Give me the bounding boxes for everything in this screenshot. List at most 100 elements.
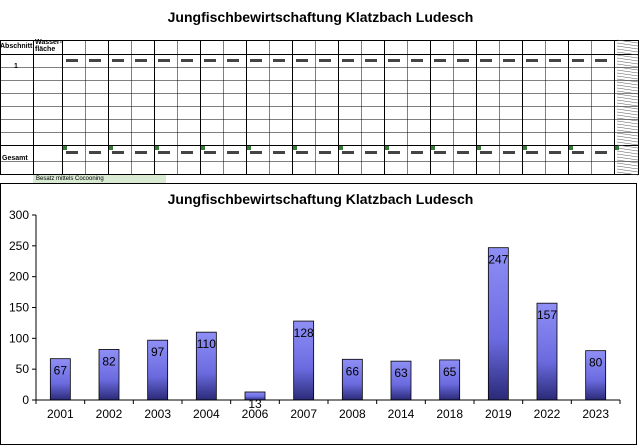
- sheet-cell-mark: [342, 151, 354, 154]
- x-tick-label: 2001: [47, 407, 74, 421]
- sheet-cell-mark: [135, 151, 147, 154]
- sheet-cell-mark: [204, 151, 216, 154]
- sheet-hatch: [616, 90, 639, 95]
- sheet-hatch: [616, 111, 639, 116]
- sheet-cell-mark: [411, 151, 423, 154]
- x-tick-label: 2004: [193, 407, 220, 421]
- sheet-hatch: [616, 138, 639, 143]
- x-tick-label: 2014: [388, 407, 415, 421]
- row-label-total: Gesamt: [2, 155, 28, 162]
- sheet-cell-mark: [342, 59, 354, 62]
- sheet-hatch: [616, 171, 639, 176]
- sheet-hatch: [616, 96, 639, 101]
- sheet-hatch: [616, 120, 639, 125]
- sheet-hatch: [616, 126, 639, 131]
- sheet-cell-mark: [434, 151, 446, 154]
- y-tick-label: 300: [9, 208, 29, 222]
- y-tick-label: 250: [9, 239, 29, 253]
- sheet-hatch: [616, 123, 639, 128]
- sheet-marker: [155, 146, 159, 150]
- sheet-hatch: [616, 105, 639, 110]
- sheet-cell-mark: [457, 151, 469, 154]
- sheet-hatch: [616, 153, 639, 158]
- sheet-cell-mark: [89, 59, 101, 62]
- sheet-marker: [109, 146, 113, 150]
- chart-title: Jungfischbewirtschaftung Klatzbach Ludes…: [167, 191, 474, 207]
- sheet-hatch: [616, 84, 639, 89]
- sheet-cell-mark: [181, 59, 193, 62]
- sheet-marker: [293, 146, 297, 150]
- sheet-cell-mark: [250, 59, 262, 62]
- bar: [487, 247, 509, 401]
- sheet-cell-mark: [135, 59, 147, 62]
- page-title: Jungfischbewirtschaftung Klatzbach Ludes…: [167, 9, 474, 25]
- sheet-cell-mark: [457, 59, 469, 62]
- spreadsheet-table: Abschnitt Wasser-fläche 1 Gesamt: [0, 37, 641, 184]
- sheet-cell-mark: [296, 151, 308, 154]
- sheet-hatch: [616, 159, 639, 164]
- sheet-marker: [201, 146, 205, 150]
- sheet-hatch: [616, 102, 639, 107]
- sheet-cell-mark: [480, 151, 492, 154]
- sheet-cell-mark: [181, 151, 193, 154]
- sheet-cell-mark: [411, 59, 423, 62]
- chart-frame: [0, 183, 637, 445]
- sheet-marker: [63, 146, 67, 150]
- sheet-hatch: [616, 141, 639, 146]
- sheet-hatch: [616, 78, 639, 83]
- data-label: 110: [197, 337, 216, 351]
- sheet-cell-mark: [526, 151, 538, 154]
- sheet-hatch: [616, 48, 639, 53]
- sheet-marker: [247, 146, 251, 150]
- sheet-cell-mark: [158, 59, 170, 62]
- sheet-cell-mark: [158, 151, 170, 154]
- sheet-hatch: [616, 129, 639, 134]
- row-header-fish: Wasser-fläche: [35, 39, 62, 53]
- sheet-cell-mark: [503, 59, 515, 62]
- sheet-cell-mark: [319, 151, 331, 154]
- sheet-hatch: [616, 39, 639, 44]
- data-label: 82: [102, 354, 116, 368]
- x-tick-label: 2023: [582, 407, 609, 421]
- sheet-cell-mark: [112, 151, 124, 154]
- spreadsheet-grid: [0, 39, 639, 176]
- sheet-hatch: [616, 156, 639, 161]
- sheet-hatch: [616, 75, 639, 80]
- sheet-hatch: [616, 162, 639, 167]
- x-tick-label: 2019: [485, 407, 512, 421]
- y-tick-label: 150: [9, 301, 29, 315]
- sheet-cell-mark: [595, 59, 607, 62]
- sheet-hatch: [616, 57, 639, 62]
- sheet-hatch: [616, 69, 639, 74]
- data-label: 65: [443, 365, 457, 379]
- sheet-cell-mark: [526, 59, 538, 62]
- sheet-hatch: [616, 63, 639, 68]
- sheet-hatch: [616, 87, 639, 92]
- data-label: 80: [589, 356, 603, 370]
- sheet-hatch: [616, 132, 639, 137]
- sheet-cell-mark: [204, 59, 216, 62]
- sheet-hatch: [616, 147, 639, 152]
- sheet-cell-mark: [572, 59, 584, 62]
- sheet-cell-mark: [595, 151, 607, 154]
- sheet-hatch: [616, 60, 639, 65]
- data-label: 247: [488, 253, 508, 267]
- sheet-marker: [523, 146, 527, 150]
- sheet-cell-mark: [365, 151, 377, 154]
- sheet-hatch: [616, 99, 639, 104]
- sheet-cell-mark: [388, 59, 400, 62]
- sheet-cell-mark: [388, 151, 400, 154]
- sheet-hatch: [616, 144, 639, 149]
- sheet-marker: [339, 146, 343, 150]
- sheet-cell-mark: [66, 59, 78, 62]
- sheet-hatch: [616, 42, 639, 47]
- x-tick-label: 2008: [339, 407, 366, 421]
- data-label: 157: [537, 308, 557, 322]
- sheet-cell-mark: [572, 151, 584, 154]
- sheet-cell-mark: [365, 59, 377, 62]
- y-tick-label: 0: [22, 393, 29, 407]
- y-tick-label: 100: [9, 331, 29, 345]
- sheet-cell-mark: [66, 151, 78, 154]
- sheet-hatch: [616, 135, 639, 140]
